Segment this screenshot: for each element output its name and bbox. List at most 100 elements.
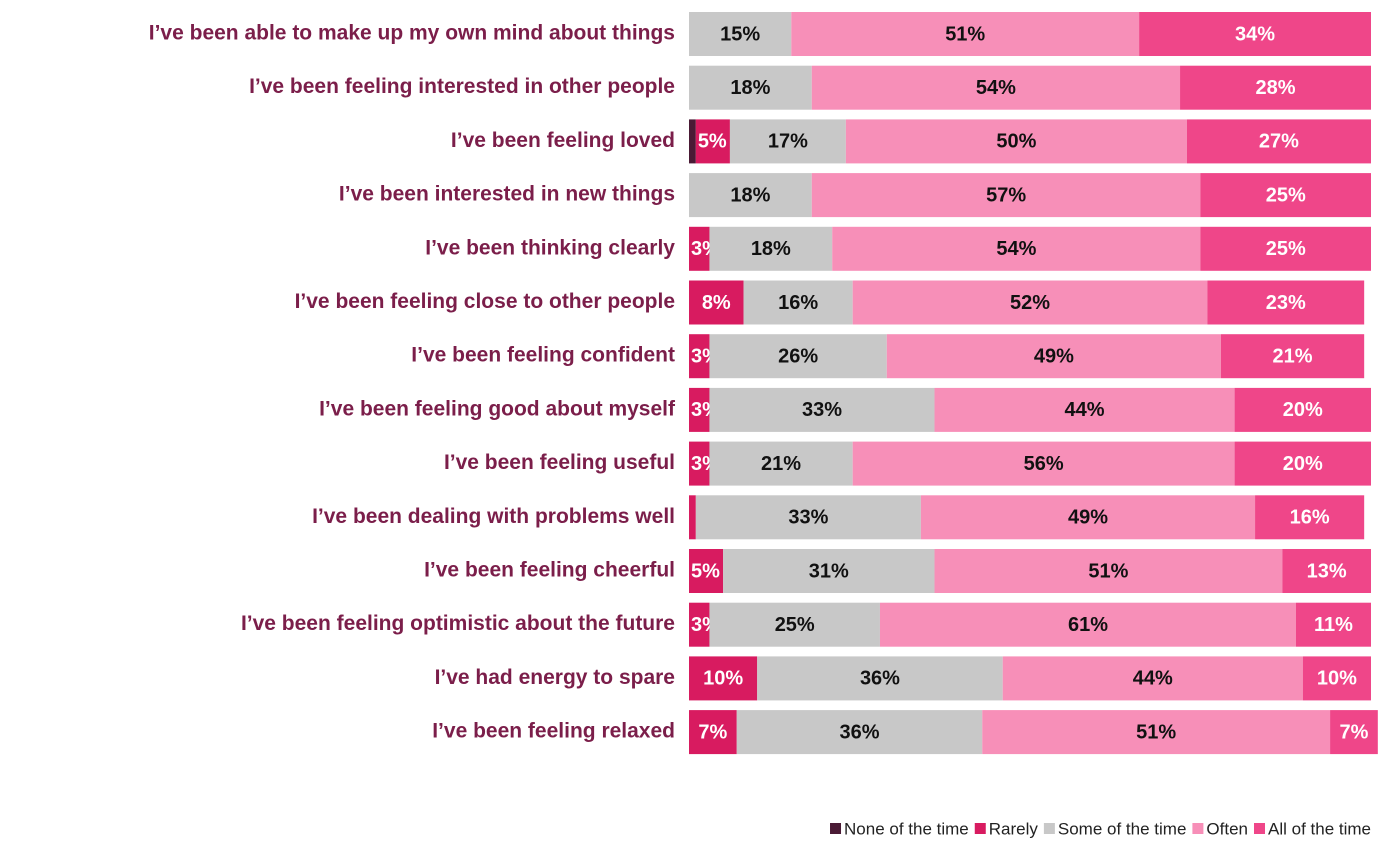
- value-label: 23%: [1266, 292, 1306, 314]
- category-label: I’ve been feeling confident: [411, 344, 675, 367]
- value-label: 33%: [802, 399, 842, 421]
- bar-segment: [982, 710, 1331, 755]
- category-label: I’ve been feeling relaxed: [432, 720, 675, 743]
- bar-segment: [709, 226, 833, 271]
- bar-segment: [689, 334, 710, 379]
- bar-segment: [811, 65, 1181, 110]
- category-label: I’ve been feeling good about myself: [319, 397, 676, 420]
- bar-segment: [757, 656, 1003, 701]
- value-label: 31%: [809, 560, 849, 582]
- legend-swatch: [974, 823, 986, 834]
- value-label: 50%: [996, 131, 1036, 153]
- legend-swatch: [1254, 823, 1265, 834]
- bar-segment: [689, 495, 696, 540]
- value-label: 54%: [996, 238, 1036, 260]
- bar-segment: [852, 441, 1235, 486]
- value-label: 36%: [860, 668, 900, 690]
- value-label: 5%: [691, 560, 720, 582]
- bar-segment: [1180, 65, 1371, 110]
- bar-segment: [695, 495, 921, 540]
- value-label: 56%: [1024, 453, 1064, 475]
- bar-segment: [1220, 334, 1365, 379]
- bar-segment: [723, 549, 935, 593]
- bar-segment: [1200, 226, 1371, 271]
- category-label: I’ve been feeling interested in other pe…: [249, 75, 675, 98]
- value-label: 13%: [1307, 560, 1347, 582]
- bar-segment: [689, 280, 744, 325]
- bar-segment: [689, 65, 812, 110]
- value-label: 51%: [945, 23, 985, 45]
- bar-segment: [791, 12, 1140, 56]
- value-label: 16%: [778, 292, 818, 314]
- legend-label: Often: [1206, 819, 1248, 838]
- category-label: I’ve been interested in new things: [339, 183, 675, 206]
- value-label: 25%: [1266, 238, 1306, 260]
- value-label: 44%: [1065, 399, 1105, 421]
- bar-segment: [709, 602, 880, 647]
- bar-segment: [736, 710, 983, 755]
- category-label: I’ve been feeling cheerful: [424, 559, 675, 582]
- value-label: 7%: [698, 721, 727, 743]
- bar-segment: [689, 710, 737, 755]
- category-label: I’ve been feeling useful: [444, 451, 675, 474]
- value-label: 18%: [730, 184, 770, 206]
- bar-segment: [689, 12, 792, 56]
- value-label: 44%: [1133, 668, 1173, 690]
- value-label: 34%: [1235, 23, 1275, 45]
- value-label: 16%: [1290, 507, 1330, 529]
- bar-segment: [934, 549, 1283, 593]
- category-label: I’ve been able to make up my own mind ab…: [149, 22, 675, 45]
- bar-segment: [695, 119, 730, 164]
- bar-segment: [689, 119, 696, 164]
- bar-segment: [689, 602, 710, 647]
- bar-segment: [709, 441, 853, 486]
- bar-segment: [709, 334, 887, 379]
- bar-segment: [1234, 441, 1371, 486]
- legend-label: All of the time: [1268, 819, 1371, 838]
- value-label: 49%: [1068, 507, 1108, 529]
- bar-segment: [832, 226, 1201, 271]
- bar-segment: [1002, 656, 1303, 701]
- legend-label: None of the time: [844, 819, 969, 838]
- value-label: 17%: [768, 131, 808, 153]
- value-label: 8%: [702, 292, 731, 314]
- bar-segment: [689, 387, 710, 432]
- category-label: I’ve been thinking clearly: [425, 236, 675, 259]
- value-label: 21%: [1273, 345, 1313, 367]
- value-label: 33%: [788, 507, 828, 529]
- bar-segment: [689, 549, 724, 593]
- bar-segment: [689, 656, 758, 701]
- value-label: 57%: [986, 184, 1026, 206]
- bar-segment: [1282, 549, 1371, 593]
- bar-segment: [689, 226, 710, 271]
- bar-segment: [1200, 173, 1371, 218]
- bar-segment: [1302, 656, 1371, 701]
- bar-segment: [934, 387, 1235, 432]
- legend: None of the time Rarely Some of the time Of…: [830, 819, 1371, 838]
- bar-segment: [1295, 602, 1371, 647]
- bar-segment: [1330, 710, 1378, 755]
- value-label: 5%: [698, 131, 727, 153]
- value-label: 20%: [1283, 453, 1323, 475]
- bar-segment: [1234, 387, 1371, 432]
- value-label: 15%: [720, 23, 760, 45]
- bar-segment: [920, 495, 1256, 540]
- value-label: 18%: [751, 238, 791, 260]
- category-label: I’ve had energy to spare: [435, 666, 675, 689]
- category-label: I’ve been feeling close to other people: [295, 290, 675, 313]
- value-label: 28%: [1256, 77, 1296, 99]
- value-label: 52%: [1010, 292, 1050, 314]
- value-label: 26%: [778, 345, 818, 367]
- value-label: 25%: [775, 614, 815, 636]
- value-label: 18%: [730, 77, 770, 99]
- value-label: 10%: [703, 668, 743, 690]
- value-label: 27%: [1259, 131, 1299, 153]
- bar-segment: [729, 119, 846, 164]
- bar-segment: [689, 441, 710, 486]
- bar-segment: [743, 280, 853, 325]
- legend-swatch: [1192, 823, 1204, 834]
- bar-segment: [852, 280, 1208, 325]
- value-label: 51%: [1136, 721, 1176, 743]
- bar-segment: [709, 387, 935, 432]
